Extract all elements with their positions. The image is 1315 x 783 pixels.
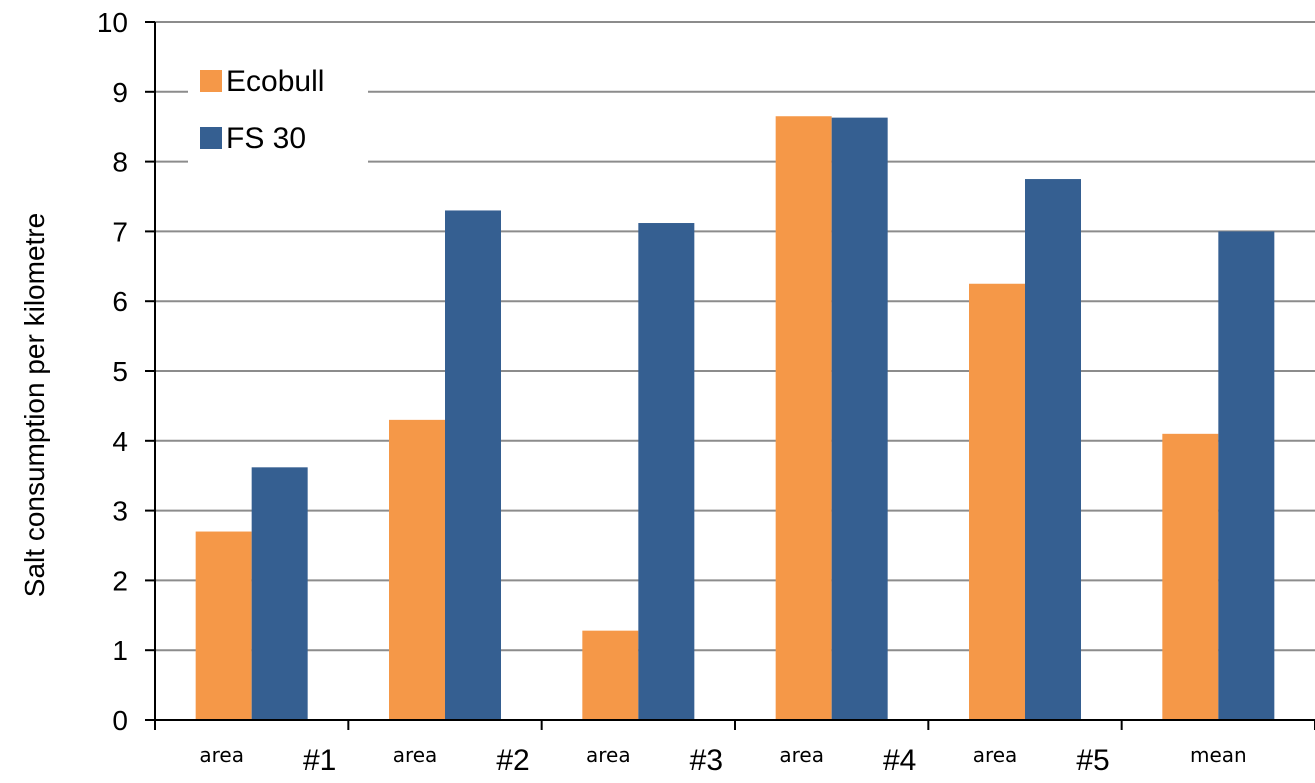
axes — [145, 21, 1315, 730]
x-tick-label-word: mean — [1190, 743, 1247, 767]
y-tick-label: 1 — [112, 635, 128, 666]
x-tick-label-word: area — [586, 743, 631, 767]
x-tick-label-number: #5 — [1076, 744, 1109, 777]
y-tick-label: 3 — [112, 496, 128, 527]
bar-ecobull-3 — [582, 630, 639, 720]
bar-ecobull-2 — [389, 419, 445, 720]
y-tick-label: 10 — [97, 7, 128, 38]
bar-fs-30-1 — [251, 467, 308, 720]
bars — [195, 116, 1275, 721]
y-tick-label: 8 — [112, 147, 128, 178]
bar-fs-30-4 — [831, 117, 888, 721]
bar-ecobull-4 — [775, 116, 832, 721]
y-tick-labels: 0 1 2 3 4 5 6 7 8 9 10 — [97, 7, 128, 736]
x-tick-label-word: area — [199, 743, 244, 767]
legend: Ecobull FS 30 — [188, 57, 368, 167]
x-tick-label-number: #2 — [496, 744, 529, 777]
legend-swatch-ecobull — [200, 70, 222, 92]
x-tick-label-word: area — [779, 743, 824, 767]
bar-fs-30-6 — [1218, 231, 1275, 720]
legend-label: FS 30 — [226, 122, 306, 155]
legend-label: Ecobull — [226, 65, 324, 98]
x-tick-label-number: #4 — [883, 744, 916, 777]
x-tick-labels: area #1 area #2 area #3 area #4 area #5 mean — [199, 743, 1246, 777]
bar-fs-30-2 — [445, 210, 501, 720]
y-tick-label: 7 — [112, 216, 128, 247]
y-tick-label: 6 — [112, 286, 128, 317]
bar-ecobull-5 — [969, 283, 1025, 720]
y-tick-label: 5 — [112, 356, 128, 387]
bar-fs-30-3 — [638, 223, 695, 721]
y-axis-label: Salt consumption per kilometre — [19, 213, 50, 597]
bar-fs-30-5 — [1025, 179, 1081, 721]
y-tick-label: 4 — [112, 426, 128, 457]
bar-ecobull-1 — [195, 531, 252, 720]
x-tick-label-word: area — [973, 743, 1018, 767]
x-tick-label-word: area — [393, 743, 438, 767]
y-tick-label: 0 — [112, 705, 128, 736]
x-tick-label-number: #3 — [690, 744, 723, 777]
y-tick-label: 2 — [112, 565, 128, 596]
y-tick-label: 9 — [112, 77, 128, 108]
bar-ecobull-6 — [1162, 433, 1219, 720]
legend-swatch-fs-30 — [200, 127, 222, 149]
gridlines — [155, 21, 1315, 652]
x-tick-label-number: #1 — [303, 744, 336, 777]
